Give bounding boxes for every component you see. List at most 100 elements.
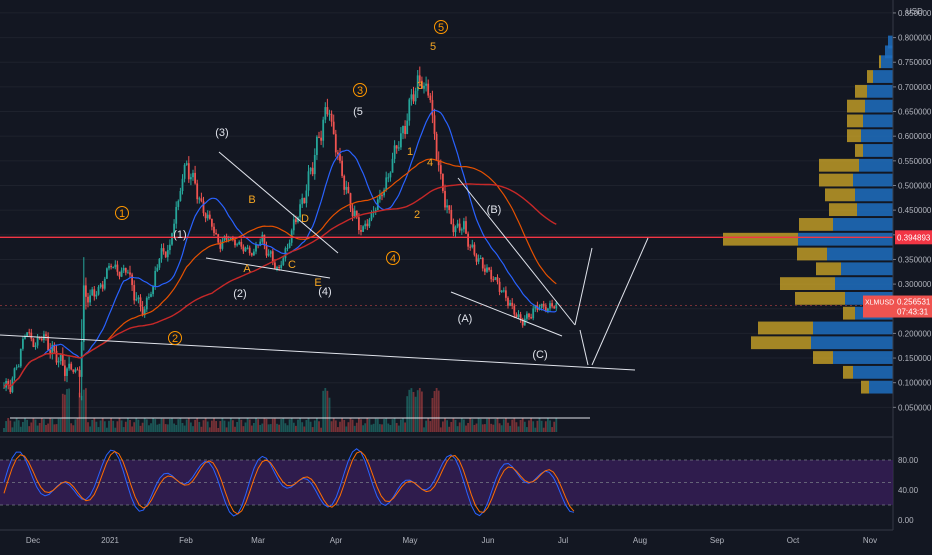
time-tick-label: Mar [251, 536, 265, 545]
profile-bar-volume [723, 232, 798, 246]
volume-bar [229, 418, 232, 432]
volume-bar [43, 419, 45, 432]
candle-body [150, 294, 152, 297]
volume-bar [486, 418, 488, 432]
volume-bar [534, 427, 537, 432]
candle-body [360, 230, 362, 232]
profile-bar-volume [797, 247, 827, 261]
profile-bar-value [867, 84, 893, 98]
volume-bar [234, 426, 236, 432]
candle-body [391, 158, 394, 173]
volume-bar [332, 418, 335, 432]
volume-bar [316, 418, 318, 432]
volume-bar [177, 419, 180, 432]
volume-bar [40, 418, 43, 432]
wave-label-abc: C [288, 259, 296, 271]
profile-bar-volume [847, 99, 865, 113]
candle-body [164, 251, 167, 258]
candle-body [345, 186, 348, 190]
candle-body [265, 245, 268, 256]
candle-body [427, 83, 430, 96]
candle-body [316, 136, 318, 156]
volume-bar [78, 392, 81, 432]
candle-body [253, 251, 255, 256]
volume-bar [397, 425, 400, 432]
volume-bar [328, 397, 331, 432]
time-tick-label: Jun [482, 536, 495, 545]
countdown-value: 07:43:31 [897, 308, 929, 317]
volume-bar [106, 427, 108, 432]
volume-bar [488, 418, 490, 432]
candle-body [208, 214, 211, 219]
volume-bar [410, 388, 413, 432]
time-tick-label: Oct [787, 536, 800, 545]
volume-bar [171, 418, 173, 432]
candle-body [320, 137, 322, 141]
volume-bar [513, 418, 516, 432]
wave-circle [386, 251, 400, 265]
volume-bar [295, 425, 297, 432]
wave-label-abc: 3 [417, 80, 423, 92]
resistance-tag-value: 0.394893 [897, 233, 931, 242]
candle-body [276, 267, 278, 270]
volume-bar [496, 418, 499, 432]
volume-bar [307, 418, 310, 432]
volume-bar [446, 420, 448, 432]
volume-bar [183, 425, 186, 432]
volume-bar [429, 421, 432, 432]
volume-bar [255, 418, 257, 432]
volume-bar [544, 421, 547, 432]
volume-bar [505, 418, 507, 432]
volume-bar [74, 419, 77, 432]
candle-body [45, 334, 47, 337]
volume-bar [137, 419, 140, 432]
candle-body [523, 318, 526, 326]
candle-body [13, 368, 16, 379]
volume-bar [185, 419, 188, 432]
volume-bar [238, 418, 241, 432]
profile-bar-volume [847, 129, 861, 143]
candle-body [238, 241, 241, 245]
wave-label-orange: 2 [172, 333, 178, 345]
volume-bar [274, 418, 276, 432]
volume-bar [38, 422, 41, 432]
profile-bar-value [888, 35, 893, 49]
volume-bar [553, 421, 556, 432]
candle-body [51, 344, 54, 354]
candle-body [423, 85, 425, 89]
volume-bar [213, 418, 215, 432]
volume-bar [194, 419, 196, 432]
candle-body [301, 197, 304, 205]
volume-bar [133, 422, 136, 432]
candle-body [400, 133, 402, 148]
volume-bar [395, 423, 398, 432]
wave-circle [434, 20, 448, 34]
price-tick-label: 0.050000 [898, 403, 932, 412]
wave-label-white: (2) [233, 288, 246, 300]
candle-body [22, 338, 24, 349]
candle-body [246, 247, 249, 249]
candle-body [530, 317, 532, 319]
profile-bar-value [885, 45, 893, 59]
volume-bar [318, 421, 320, 432]
volume-bar [372, 423, 375, 432]
stoch-k-line [3, 448, 575, 517]
candle-body [59, 354, 62, 362]
candle-body [269, 251, 272, 254]
candle-body [481, 258, 484, 269]
time-tick-label: Jul [558, 536, 568, 545]
profile-bar-value [813, 321, 893, 335]
candle-body [57, 361, 60, 363]
candle-body [488, 267, 490, 270]
volume-bar [139, 425, 142, 432]
volume-bar [55, 424, 58, 432]
volume-bar [502, 419, 505, 432]
candle-body [74, 369, 77, 372]
candle-body [217, 234, 220, 243]
volume-bar [265, 418, 268, 432]
wave-label-abc: 2 [414, 209, 420, 221]
candle-body [248, 247, 251, 254]
price-axis-bg [893, 0, 932, 550]
candle-body [158, 258, 161, 268]
